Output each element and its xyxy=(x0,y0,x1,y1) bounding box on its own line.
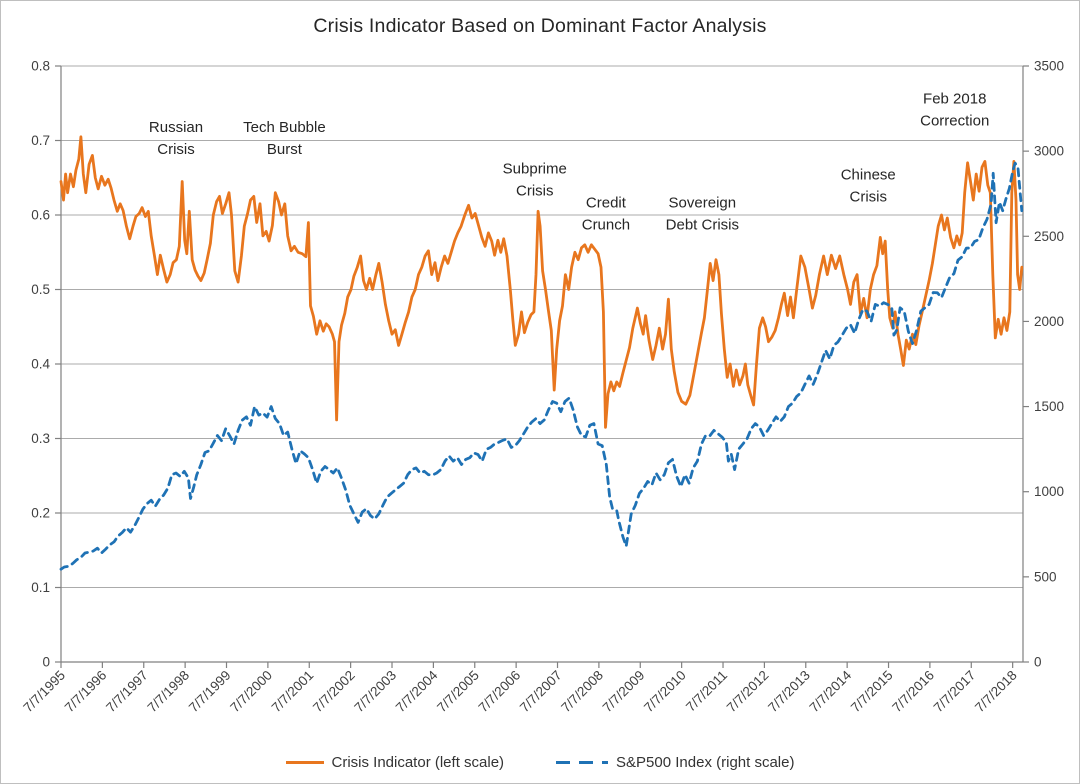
svg-text:0.1: 0.1 xyxy=(31,580,50,595)
svg-text:7/7/2016: 7/7/2016 xyxy=(889,668,937,716)
svg-text:0.5: 0.5 xyxy=(31,282,50,297)
svg-text:7/7/2013: 7/7/2013 xyxy=(765,668,813,716)
legend-item-crisis-indicator: Crisis Indicator (left scale) xyxy=(285,754,505,771)
svg-text:0.6: 0.6 xyxy=(31,208,50,223)
svg-text:1000: 1000 xyxy=(1034,484,1064,499)
svg-text:3500: 3500 xyxy=(1034,59,1064,74)
svg-text:7/7/2014: 7/7/2014 xyxy=(806,667,854,715)
svg-text:500: 500 xyxy=(1034,569,1057,584)
svg-text:7/7/2007: 7/7/2007 xyxy=(517,668,565,716)
legend-line-sample-dashed-icon xyxy=(556,761,609,764)
svg-text:0: 0 xyxy=(1034,655,1042,670)
svg-text:3000: 3000 xyxy=(1034,144,1064,159)
svg-text:7/7/2010: 7/7/2010 xyxy=(641,668,689,716)
chart-title: Crisis Indicator Based on Dominant Facto… xyxy=(313,15,767,37)
svg-text:7/7/2015: 7/7/2015 xyxy=(848,668,896,716)
svg-text:7/7/2001: 7/7/2001 xyxy=(269,668,317,716)
legend-label-sp500: S&P500 Index (right scale) xyxy=(616,754,795,771)
svg-text:7/7/2005: 7/7/2005 xyxy=(434,668,482,716)
svg-text:7/7/2006: 7/7/2006 xyxy=(475,668,523,716)
svg-text:7/7/1996: 7/7/1996 xyxy=(62,668,110,716)
legend: Crisis Indicator (left scale) S&P500 Ind… xyxy=(1,754,1079,771)
svg-text:0.8: 0.8 xyxy=(31,59,50,74)
svg-text:0.7: 0.7 xyxy=(31,133,50,148)
svg-text:0.4: 0.4 xyxy=(31,357,50,372)
legend-line-sample-solid-icon xyxy=(285,761,324,764)
svg-text:7/7/2008: 7/7/2008 xyxy=(558,668,606,716)
svg-text:7/7/2004: 7/7/2004 xyxy=(393,667,441,715)
legend-item-sp500: S&P500 Index (right scale) xyxy=(556,754,794,771)
svg-text:2500: 2500 xyxy=(1034,229,1064,244)
svg-text:7/7/2018: 7/7/2018 xyxy=(972,668,1020,716)
svg-text:7/7/1999: 7/7/1999 xyxy=(186,668,234,716)
svg-text:2000: 2000 xyxy=(1034,314,1064,329)
svg-text:1500: 1500 xyxy=(1034,399,1064,414)
svg-text:7/7/1998: 7/7/1998 xyxy=(144,668,192,716)
svg-text:0: 0 xyxy=(42,655,50,670)
svg-text:7/7/2009: 7/7/2009 xyxy=(600,668,648,716)
svg-text:7/7/2012: 7/7/2012 xyxy=(724,668,772,716)
svg-text:7/7/1995: 7/7/1995 xyxy=(20,668,68,716)
svg-text:7/7/2000: 7/7/2000 xyxy=(227,668,275,716)
svg-text:7/7/1997: 7/7/1997 xyxy=(103,668,151,716)
svg-text:7/7/2017: 7/7/2017 xyxy=(931,668,979,716)
legend-label-crisis-indicator: Crisis Indicator (left scale) xyxy=(331,754,505,771)
svg-text:7/7/2011: 7/7/2011 xyxy=(683,668,730,715)
svg-text:7/7/2003: 7/7/2003 xyxy=(351,668,399,716)
svg-text:0.2: 0.2 xyxy=(31,506,50,521)
svg-text:7/7/2002: 7/7/2002 xyxy=(310,668,358,716)
svg-text:0.3: 0.3 xyxy=(31,431,50,446)
